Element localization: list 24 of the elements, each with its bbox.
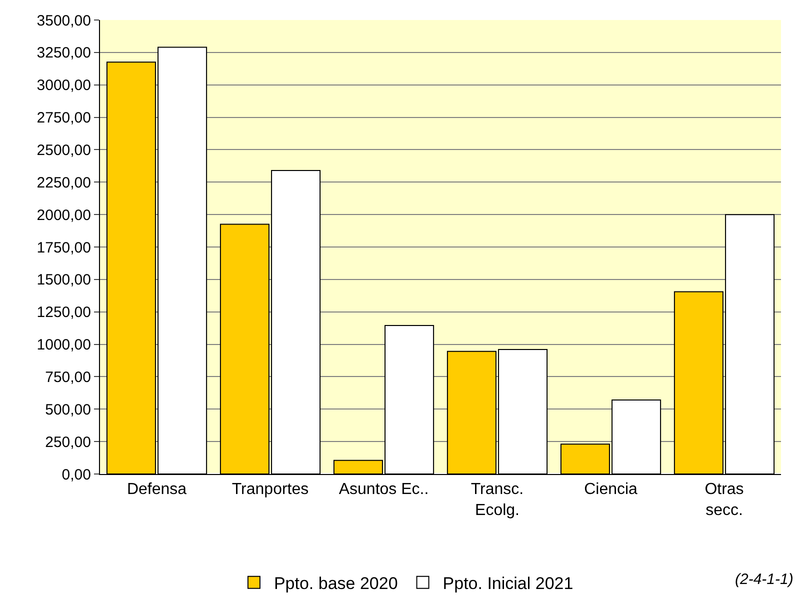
y-tick-label: 3250,00 — [36, 44, 91, 62]
y-tick-label: 2750,00 — [36, 110, 91, 127]
x-tick-label: Otras secc. — [704, 481, 744, 519]
y-tick-label: 2500,00 — [36, 142, 91, 159]
y-tick-label: 250,00 — [45, 434, 91, 451]
x-tick-label: Ciencia — [584, 481, 638, 498]
y-tick-label: 2250,00 — [36, 174, 91, 192]
x-tick-label: Transc. Ecolg. — [470, 481, 524, 519]
x-tick-label: Asuntos Ec.. — [338, 481, 429, 498]
y-tick-label: 500,00 — [45, 401, 91, 418]
y-tick-label: 3000,00 — [36, 77, 91, 94]
y-tick-label: 1750,00 — [36, 239, 91, 256]
x-tick-label: Tranportes — [232, 481, 309, 498]
legend-label: Ppto. Inicial 2021 — [442, 574, 574, 593]
y-tick-label: 1500,00 — [36, 272, 91, 289]
y-tick-label: 3500,00 — [36, 12, 91, 30]
y-tick-label: 1000,00 — [36, 336, 91, 354]
y-tick-label: 2000,00 — [36, 206, 91, 224]
x-tick-label: Defensa — [126, 481, 187, 498]
legend-label: Ppto. base 2020 — [274, 574, 398, 593]
y-tick-label: 1250,00 — [36, 304, 91, 322]
y-tick-label: 750,00 — [45, 368, 91, 386]
y-tick-label: 0,00 — [62, 466, 91, 484]
text: (2-4-1-1) — [735, 571, 794, 588]
